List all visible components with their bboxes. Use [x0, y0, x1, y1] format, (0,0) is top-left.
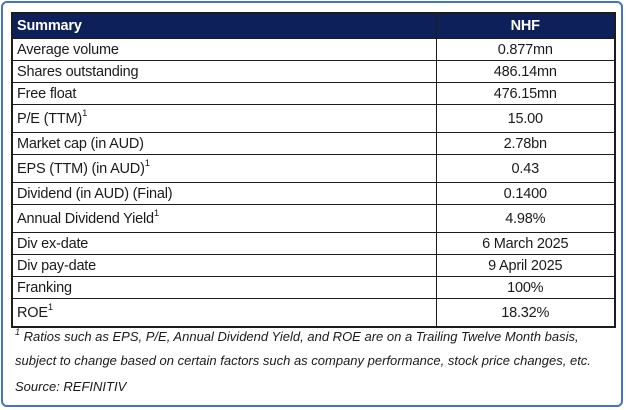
table-row: Annual Dividend Yield1 4.98%	[11, 204, 616, 233]
row-value: 476.15mn	[435, 82, 616, 105]
row-value: 6 March 2025	[435, 232, 616, 255]
row-value: 2.78bn	[435, 132, 616, 155]
table-row: Div pay-date 9 April 2025	[11, 254, 616, 277]
row-label: Div pay-date	[11, 254, 437, 277]
table-row: Market cap (in AUD) 2.78bn	[11, 132, 616, 155]
table-row: EPS (TTM) (in AUD)1 0.43	[11, 154, 616, 183]
row-label-text: Average volume	[17, 41, 119, 58]
footnote: 1 Ratios such as EPS, P/E, Annual Divide…	[15, 325, 611, 373]
row-label: Div ex-date	[11, 232, 437, 255]
row-label: Market cap (in AUD)	[11, 132, 437, 155]
row-value: 100%	[435, 276, 616, 299]
row-label: Franking	[11, 276, 437, 299]
footnote-text-1: Ratios such as EPS, P/E, Annual Dividend…	[20, 329, 579, 344]
table-row: Average volume 0.877mn	[11, 38, 616, 61]
row-label-text: Free float	[17, 85, 77, 102]
row-value: 18.32%	[435, 298, 616, 328]
row-value: 15.00	[435, 104, 616, 133]
table-row: ROE1 18.32%	[11, 298, 616, 328]
row-label-text: Div pay-date	[17, 257, 96, 274]
row-value: 0.1400	[435, 182, 616, 205]
header-summary: Summary	[11, 12, 437, 39]
row-label: Annual Dividend Yield1	[11, 204, 437, 233]
row-value: 486.14mn	[435, 60, 616, 83]
summary-table: Summary NHF Average volume 0.877mn Share…	[11, 12, 616, 328]
row-label: Shares outstanding	[11, 60, 437, 83]
header-ticker: NHF	[435, 12, 616, 39]
row-label: Free float	[11, 82, 437, 105]
row-value: 0.43	[435, 154, 616, 183]
table-row: Shares outstanding 486.14mn	[11, 60, 616, 83]
superscript: 1	[153, 207, 159, 219]
table-row: Dividend (in AUD) (Final) 0.1400	[11, 182, 616, 205]
table-header-row: Summary NHF	[11, 12, 616, 39]
row-value: 4.98%	[435, 204, 616, 233]
row-label-text: Dividend (in AUD) (Final)	[17, 185, 173, 202]
row-label: Dividend (in AUD) (Final)	[11, 182, 437, 205]
table-row: Franking 100%	[11, 276, 616, 299]
footnote-line-1: 1 Ratios such as EPS, P/E, Annual Divide…	[15, 325, 611, 349]
row-value: 9 April 2025	[435, 254, 616, 277]
source-label: Source: REFINITIV	[15, 379, 127, 394]
row-label-text: ROE	[17, 304, 48, 321]
row-label-text: Franking	[17, 279, 72, 296]
row-label-text: Shares outstanding	[17, 63, 139, 80]
row-label-text: Annual Dividend Yield	[17, 210, 154, 227]
footnote-superscript: 1	[15, 326, 21, 337]
row-label: EPS (TTM) (in AUD)1	[11, 154, 437, 183]
table-row: Free float 476.15mn	[11, 82, 616, 105]
row-label: ROE1	[11, 298, 437, 328]
superscript: 1	[144, 157, 150, 169]
row-value: 0.877mn	[435, 38, 616, 61]
table-row: P/E (TTM)1 15.00	[11, 104, 616, 133]
row-label-text: EPS (TTM) (in AUD)	[17, 160, 145, 177]
table-row: Div ex-date 6 March 2025	[11, 232, 616, 255]
row-label-text: Div ex-date	[17, 235, 89, 252]
footnote-line-2: subject to change based on certain facto…	[15, 353, 591, 368]
superscript: 1	[47, 301, 53, 313]
superscript: 1	[82, 107, 88, 119]
row-label-text: Market cap (in AUD)	[17, 135, 144, 152]
row-label-text: P/E (TTM)	[17, 110, 83, 127]
row-label: Average volume	[11, 38, 437, 61]
row-label: P/E (TTM)1	[11, 104, 437, 133]
